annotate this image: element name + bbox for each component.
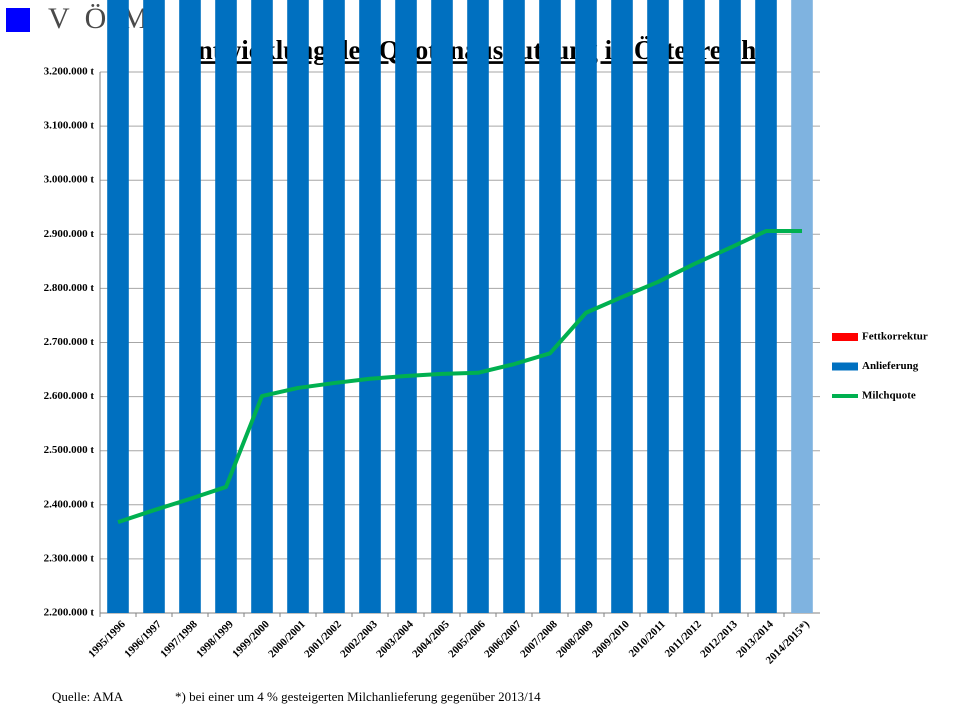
- bar: [719, 0, 741, 613]
- x-tick-label: 2001/2002: [302, 618, 344, 660]
- x-tick-label: 2008/2009: [554, 618, 596, 660]
- x-tick-label: 2009/2010: [590, 618, 632, 660]
- x-tick-label: 2004/2005: [410, 618, 452, 660]
- x-tick-label: 2007/2008: [518, 618, 560, 660]
- x-tick-label: 1996/1997: [122, 618, 164, 660]
- x-tick-label: 2002/2003: [338, 618, 380, 660]
- bar: [359, 0, 381, 613]
- bar: [179, 0, 201, 614]
- bar: [287, 0, 309, 613]
- bar: [683, 0, 705, 613]
- y-tick-label: 3.200.000 t: [44, 66, 95, 78]
- source: Quelle: AMA: [52, 689, 124, 704]
- line: [117, 229, 802, 525]
- x-tick-label: 2012/2013: [698, 618, 740, 660]
- y-tick-label: 2.600.000 t: [44, 390, 95, 402]
- legend-label: Fettkorrektur: [862, 331, 928, 343]
- y-tick-label: 2.400.000 t: [44, 498, 95, 510]
- legend-swatch: [832, 362, 858, 371]
- y-tick-label: 2.300.000 t: [44, 552, 95, 564]
- bar: [107, 0, 129, 613]
- y-tick-label: 2.900.000 t: [44, 228, 95, 240]
- legend-label: Anlieferung: [862, 360, 919, 372]
- x-tick-label: 2005/2006: [446, 618, 488, 660]
- x-tick-label: 2011/2012: [663, 618, 705, 660]
- x-tick-label: 1998/1999: [194, 618, 236, 660]
- x-tick-label: 2010/2011: [627, 618, 668, 659]
- logo-square: [6, 8, 30, 32]
- bar: [647, 0, 669, 613]
- bar: [503, 0, 525, 613]
- y-tick-label: 3.100.000 t: [44, 120, 95, 132]
- bar: [575, 0, 597, 613]
- y-tick-label: 3.000.000 t: [44, 174, 95, 186]
- x-tick-label: 1999/2000: [230, 618, 272, 660]
- logo: V Ö M: [48, 2, 152, 35]
- y-tick-label: 2.500.000 t: [44, 444, 95, 456]
- bar: [431, 0, 453, 613]
- bar: [467, 0, 489, 613]
- legend-label: Milchquote: [862, 390, 916, 402]
- bar: [791, 0, 813, 613]
- bar: [755, 0, 777, 614]
- bar: [215, 0, 237, 613]
- footnote: *) bei einer um 4 % gesteigerten Milchan…: [175, 689, 541, 704]
- bar: [143, 0, 165, 613]
- x-tick-label: 1997/1998: [158, 618, 200, 660]
- y-tick-label: 2.800.000 t: [44, 282, 95, 294]
- legend-swatch: [832, 333, 858, 341]
- y-tick-label: 2.700.000 t: [44, 336, 95, 348]
- x-tick-label: 1995/1996: [86, 618, 128, 660]
- x-tick-label: 2006/2007: [482, 618, 524, 660]
- x-tick-label: 2003/2004: [374, 618, 416, 660]
- bar: [539, 0, 561, 613]
- y-tick-label: 2.200.000 t: [44, 607, 95, 619]
- bar: [611, 0, 633, 613]
- bar: [251, 0, 273, 613]
- bar: [395, 0, 417, 613]
- bar: [323, 0, 345, 613]
- x-tick-label: 2000/2001: [266, 618, 308, 660]
